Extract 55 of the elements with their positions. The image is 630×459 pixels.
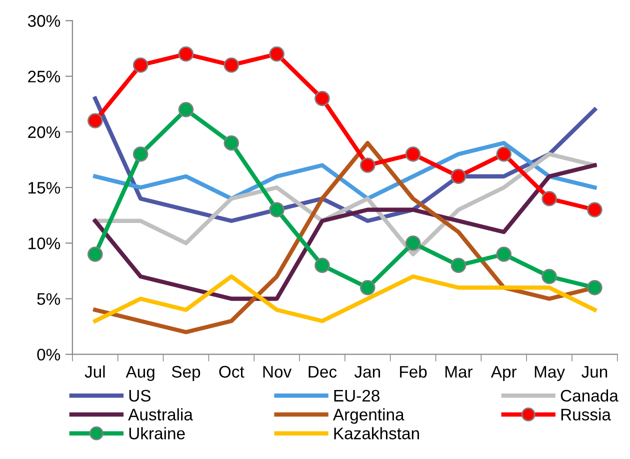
y-tick-label: 30% — [28, 15, 60, 27]
point — [360, 280, 376, 296]
point — [269, 202, 284, 218]
x-tick-label: Feb — [400, 365, 427, 378]
x-tick-label: Dec — [308, 366, 337, 378]
point — [496, 146, 512, 162]
x-tick-label: Mar — [445, 366, 473, 378]
point — [88, 246, 103, 262]
x-tick-label: Apr — [490, 366, 517, 381]
point — [587, 280, 602, 296]
point — [405, 235, 421, 251]
point — [88, 113, 103, 128]
legend-label: Ukraine — [129, 427, 185, 440]
y-tick-label: 10% — [28, 238, 60, 250]
point — [224, 135, 240, 151]
point — [360, 158, 376, 173]
x-tick-label: May — [534, 366, 565, 381]
point — [314, 90, 330, 106]
line-series — [93, 274, 597, 324]
line-series — [93, 163, 597, 301]
x-tick-label: Oct — [219, 366, 244, 378]
point — [132, 58, 148, 73]
point — [542, 190, 557, 206]
point — [224, 58, 240, 73]
legend-label: EU-28 — [334, 390, 380, 402]
legend-label: Canada — [560, 389, 618, 402]
point — [132, 146, 148, 162]
x-tick-label: Jan — [354, 366, 380, 378]
point — [542, 268, 557, 284]
point — [496, 246, 512, 262]
point — [178, 102, 194, 118]
legend-label: Argentina — [332, 408, 404, 424]
y-tick-label: 20% — [28, 126, 60, 138]
y-tick-label: 25% — [28, 70, 60, 82]
y-tick-label: 5% — [37, 293, 60, 305]
x-tick-label: Jun — [582, 366, 608, 378]
point — [587, 202, 602, 218]
x-tick-label: Aug — [126, 366, 154, 381]
legend-label: US — [129, 390, 150, 402]
point — [450, 258, 466, 274]
x-tick-label: Sep — [172, 366, 200, 381]
legend-label: Australia — [128, 408, 193, 420]
y-tick-label: 0% — [37, 348, 60, 361]
point — [178, 46, 194, 62]
line-series — [93, 152, 597, 256]
legend-label: Kazakhstan — [334, 427, 419, 440]
x-tick-label: Jul — [84, 365, 105, 378]
x-tick-label: Nov — [263, 366, 292, 378]
point — [450, 168, 466, 184]
point — [314, 258, 330, 274]
point — [269, 46, 284, 62]
y-tick-label: 15% — [28, 182, 60, 194]
line-series — [93, 140, 597, 201]
legend-label: Russia — [561, 408, 611, 420]
point — [405, 146, 421, 162]
